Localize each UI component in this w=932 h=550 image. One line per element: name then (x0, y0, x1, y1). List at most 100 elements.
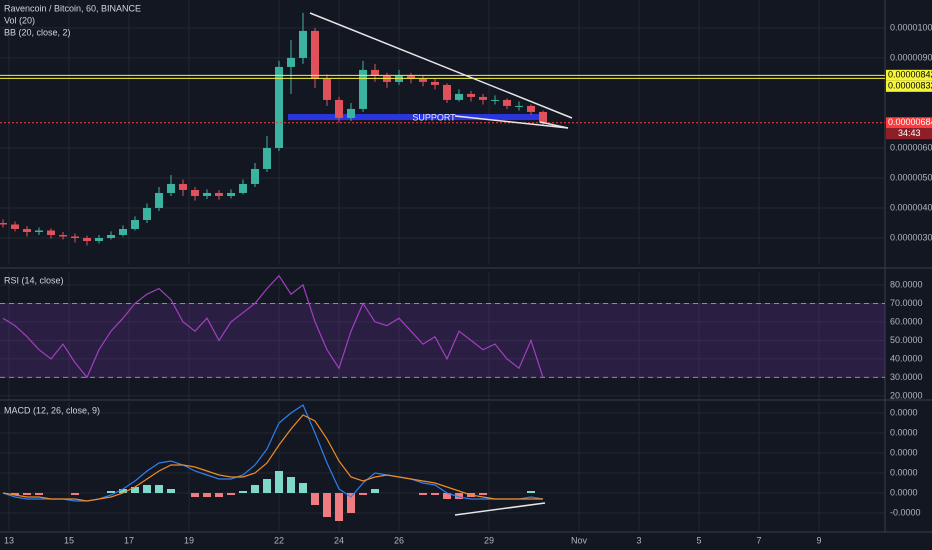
support-zone (288, 114, 540, 121)
candle-body (191, 189, 199, 196)
y-tick-label: 0.0000 (890, 487, 918, 497)
histogram-bar (359, 493, 367, 495)
candle-body (287, 57, 295, 67)
candle-body (479, 96, 487, 100)
histogram-bar (299, 483, 307, 493)
histogram-bar (239, 491, 247, 493)
candle-body (359, 69, 367, 109)
candle-body (347, 108, 355, 118)
histogram-bar (347, 493, 355, 513)
histogram-bar (311, 493, 319, 505)
y-tick-label: 0.0000 (890, 467, 918, 477)
x-tick-label: 13 (4, 535, 14, 545)
candle-body (23, 228, 31, 232)
candle-body (383, 75, 391, 82)
trendlines (309, 12, 573, 516)
marks: 1315171922242629Nov35790.000010000.00000… (0, 12, 932, 545)
histogram-bar (11, 493, 19, 495)
y-tick-label: 30.0000 (890, 372, 923, 382)
candle-body (167, 183, 175, 193)
x-tick-label: 26 (394, 535, 404, 545)
y-tick-label: 50.0000 (890, 335, 923, 345)
price-level-label: 0.00000684 (888, 117, 932, 127)
candle-body (371, 69, 379, 76)
rsi-line (2, 274, 544, 379)
candle-body (491, 99, 499, 101)
candle-body (239, 183, 247, 193)
candle-body (443, 84, 451, 100)
trendline (539, 121, 569, 129)
trendline (454, 115, 569, 129)
candle-body (47, 230, 55, 235)
trendline (454, 502, 546, 516)
histogram-bar (203, 493, 211, 497)
candle-body (419, 78, 427, 82)
x-tick-label: Nov (571, 535, 588, 545)
histogram-bar (155, 485, 163, 493)
pane-title: MACD (12, 26, close, 9) (4, 405, 100, 415)
histogram-bar (71, 493, 79, 495)
histogram-bar (191, 493, 199, 497)
candle-body (227, 192, 235, 196)
y-tick-label: -0.0000 (890, 507, 921, 517)
y-tick-label: 60.0000 (890, 316, 923, 326)
candle-body (0, 222, 8, 225)
candle-body (11, 224, 19, 229)
candle-body (431, 81, 439, 85)
candle-body (143, 207, 151, 220)
candle-body (131, 219, 139, 229)
indicator-label: BB (20, close, 2) (4, 27, 71, 37)
histogram-bar (251, 485, 259, 493)
x-tick-label: 5 (696, 535, 701, 545)
x-tick-label: 19 (184, 535, 194, 545)
candle-body (215, 192, 223, 196)
support-label: SUPPORT (412, 112, 456, 122)
price-level-label: 0.00000842 (888, 70, 932, 80)
x-tick-label: 22 (274, 535, 284, 545)
candle-body (251, 168, 259, 184)
y-tick-label: 70.0000 (890, 298, 923, 308)
candle-body (203, 192, 211, 196)
histogram-bar (263, 479, 271, 493)
x-tick-label: 24 (334, 535, 344, 545)
candle-body (503, 99, 511, 106)
countdown-tag (886, 128, 932, 140)
histogram-bar (167, 489, 175, 493)
histogram-bar (131, 487, 139, 493)
histogram-bar (35, 493, 43, 495)
histogram-bar (479, 493, 487, 495)
candle-body (335, 99, 343, 118)
histogram-bar (227, 493, 235, 495)
y-tick-label: 0.0000 (890, 427, 918, 437)
y-tick-label: 40.0000 (890, 353, 923, 363)
candle-body (395, 75, 403, 82)
pane-title: RSI (14, close) (4, 275, 64, 285)
candle-body (179, 183, 187, 190)
candle-body (299, 30, 307, 58)
histogram-bar (443, 493, 451, 499)
candle-body (323, 78, 331, 100)
candle-body (467, 93, 475, 97)
countdown: 34:43 (898, 128, 921, 138)
histogram-bar (419, 493, 427, 495)
x-tick-label: 3 (636, 535, 641, 545)
histogram-bar (107, 491, 115, 493)
candle-body (71, 236, 79, 238)
price-level-tag (886, 117, 932, 129)
x-tick-label: 17 (124, 535, 134, 545)
x-tick-label: 29 (484, 535, 494, 545)
candle-body (59, 234, 67, 237)
candle-body (83, 237, 91, 241)
histogram-bar (275, 471, 283, 493)
y-tick-label: 0.0000 (890, 407, 918, 417)
histogram-bar (23, 493, 31, 495)
histogram-bar (143, 485, 151, 493)
y-tick-label: 0.00000300 (890, 232, 932, 242)
